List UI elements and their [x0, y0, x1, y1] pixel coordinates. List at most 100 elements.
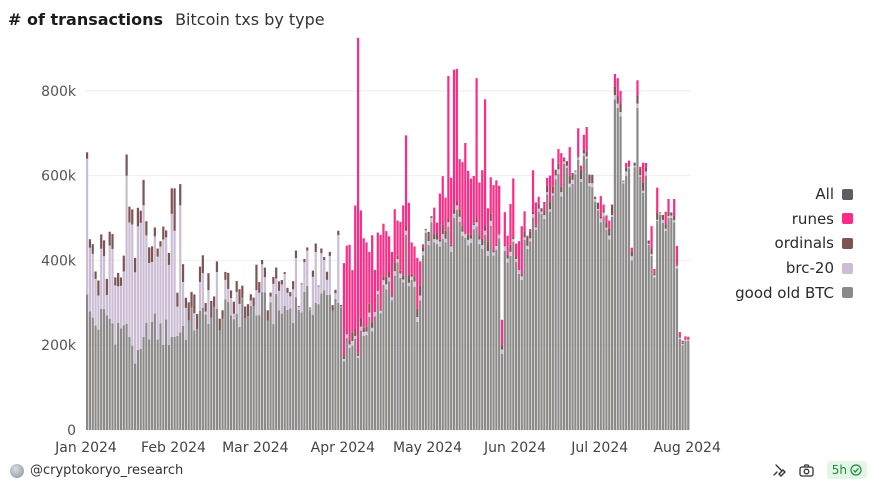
bar-good-old-btc [478, 244, 481, 430]
bar-ordinals [263, 267, 267, 278]
bar-good-old-btc [354, 338, 357, 430]
bar-runes [509, 204, 512, 245]
legend-item-all[interactable]: All [735, 182, 853, 207]
bar-brc-20 [650, 254, 653, 256]
bar-good-old-btc [579, 182, 583, 430]
bar-ordinals [639, 168, 642, 176]
author-link[interactable]: @cryptokoryo_research [10, 463, 183, 478]
bar-ordinals [579, 170, 583, 180]
bar-ordinals [136, 207, 139, 227]
bar-runes [543, 201, 546, 211]
bar-good-old-btc [633, 167, 636, 430]
bar-ordinals [599, 216, 602, 219]
bar-ordinals [438, 239, 441, 242]
bar-runes [653, 268, 656, 274]
bar-ordinals [379, 309, 382, 311]
bar-brc-20 [263, 277, 267, 293]
bar-ordinals [204, 303, 207, 312]
bar-ordinals [430, 216, 433, 218]
bar-ordinals [289, 292, 292, 297]
bar-brc-20 [235, 291, 238, 314]
bar-good-old-btc [594, 201, 597, 430]
chart-subtitle: Bitcoin txs by type [175, 10, 325, 29]
bar-brc-20 [294, 258, 298, 298]
bar-good-old-btc [424, 232, 427, 430]
bar-good-old-btc [167, 345, 171, 430]
bar-runes [537, 196, 540, 204]
bar-ordinals [133, 257, 137, 273]
bar-brc-20 [328, 255, 331, 295]
bar-ordinals [193, 294, 196, 314]
bar-brc-20 [639, 175, 642, 177]
bar-good-old-btc [517, 274, 521, 430]
bar-runes [348, 244, 351, 341]
bar-ordinals [365, 326, 368, 332]
bar-runes [667, 198, 670, 212]
bar-ordinals [483, 226, 487, 231]
bar-good-old-btc [577, 159, 580, 430]
legend-item-ordinals[interactable]: ordinals [735, 231, 853, 256]
bar-ordinals [354, 328, 357, 336]
bar-brc-20 [627, 166, 631, 169]
bar-ordinals [292, 281, 295, 290]
bar-ordinals [407, 275, 410, 283]
bar-runes [469, 178, 473, 235]
bar-good-old-btc [644, 175, 648, 430]
bar-ordinals [658, 212, 662, 214]
bar-ordinals [512, 236, 515, 239]
bar-good-old-btc [117, 323, 120, 430]
bar-ordinals [150, 246, 154, 262]
bar-ordinals [252, 297, 255, 306]
bar-runes [416, 257, 419, 310]
bar-good-old-btc [458, 221, 461, 430]
bar-brc-20 [489, 220, 492, 226]
bar-good-old-btc [331, 310, 334, 430]
bar-runes [390, 251, 394, 297]
bar-good-old-btc [131, 345, 134, 430]
bar-runes [495, 180, 498, 246]
bar-brc-20 [373, 312, 377, 317]
bar-good-old-btc [455, 209, 458, 430]
bar-runes [345, 245, 348, 333]
bar-brc-20 [399, 273, 402, 278]
bar-good-old-btc [232, 319, 235, 430]
bar-ordinals [681, 342, 684, 344]
bar-good-old-btc [320, 293, 323, 430]
bar-brc-20 [472, 225, 475, 230]
camera-icon[interactable] [799, 462, 815, 478]
bar-brc-20 [461, 231, 464, 236]
bar-runes [410, 242, 413, 274]
legend-item-runes[interactable]: runes [735, 207, 853, 232]
bar-runes [421, 244, 425, 248]
bar-ordinals [320, 248, 323, 254]
bar-good-old-btc [571, 183, 574, 430]
bar-brc-20 [571, 179, 574, 184]
legend-item-good-old-btc[interactable]: good old BTC [735, 280, 853, 305]
bar-runes [354, 205, 357, 329]
bar-runes [402, 205, 405, 276]
refresh-badge[interactable]: 5h [826, 461, 867, 479]
legend-item-brc-20[interactable]: brc-20 [735, 256, 853, 281]
bar-ordinals [675, 264, 679, 266]
bar-ordinals [500, 345, 504, 350]
bar-runes [613, 73, 616, 87]
bar-good-old-btc [105, 315, 108, 430]
bar-ordinals [181, 264, 185, 282]
bar-brc-20 [506, 258, 509, 263]
bar-runes [393, 209, 396, 263]
bar-ordinals [371, 322, 374, 328]
bar-ordinals [458, 209, 461, 217]
bar-good-old-btc [334, 298, 337, 430]
bar-brc-20 [102, 256, 106, 310]
bar-ordinals [145, 221, 148, 236]
bar-brc-20 [625, 171, 628, 176]
bar-good-old-btc [150, 321, 154, 430]
bar-brc-20 [325, 279, 329, 295]
bar-good-old-btc [308, 309, 312, 430]
fork-icon[interactable] [771, 462, 787, 478]
bar-good-old-btc [404, 235, 408, 430]
bar-runes [379, 234, 382, 310]
bar-ordinals [605, 222, 608, 228]
bar-good-old-btc [673, 222, 676, 430]
bar-brc-20 [365, 331, 368, 336]
